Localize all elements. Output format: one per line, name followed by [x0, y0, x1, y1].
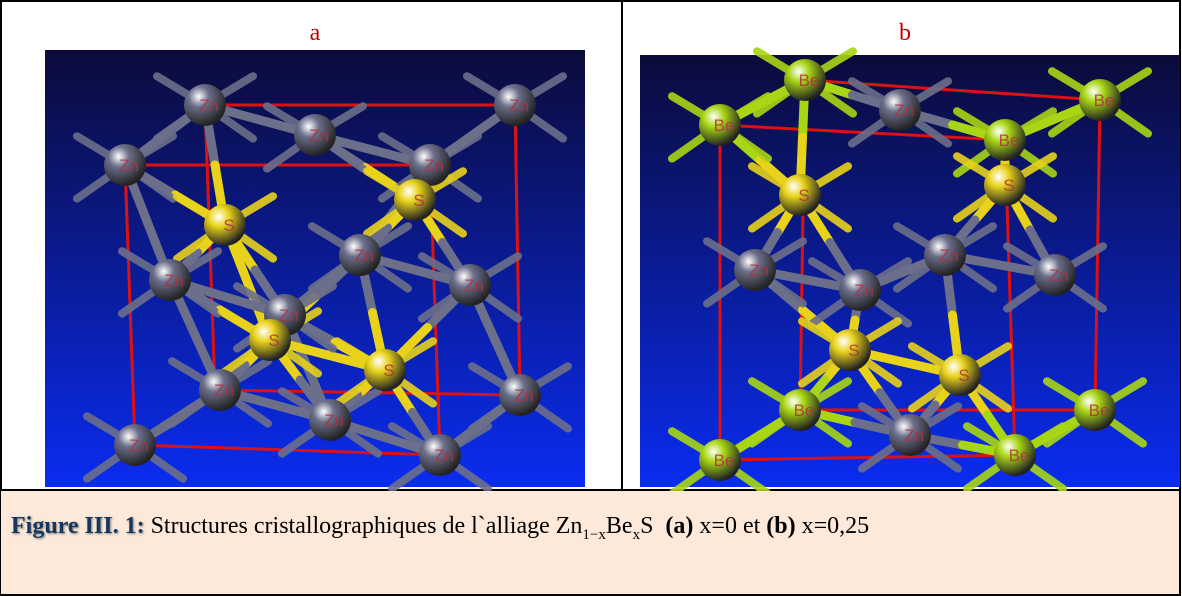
atom-label: Be — [1094, 91, 1115, 110]
atom-label: Zn — [1049, 266, 1069, 285]
caption-text: S — [640, 513, 665, 539]
atom-label: Zn — [129, 436, 149, 455]
atom-label: S — [383, 361, 394, 380]
atom-label: Zn — [854, 281, 874, 300]
subscript: x — [633, 527, 641, 543]
caption-ref: (b) — [766, 513, 795, 539]
atom-label: Zn — [354, 246, 374, 265]
atom-label: Zn — [749, 261, 769, 280]
caption-text: x=0,25 — [796, 513, 870, 539]
caption-text: Structures cristallographiques de l`alli… — [145, 513, 583, 539]
atom-label: S — [848, 341, 859, 360]
atom-label: S — [798, 186, 809, 205]
atom-label: Be — [714, 116, 735, 135]
atom-label: Zn — [434, 446, 454, 465]
atom-label: Be — [1089, 401, 1110, 420]
atom-label: S — [268, 331, 279, 350]
atom-label: Zn — [509, 96, 529, 115]
atom-label: Zn — [279, 306, 299, 325]
panel-label: a — [310, 20, 321, 46]
figure-number: Figure III. 1: — [11, 513, 145, 539]
atom-label: Be — [794, 401, 815, 420]
atom-label: Be — [999, 131, 1020, 150]
caption-text: x=0 et — [693, 513, 766, 539]
atom-label: Zn — [424, 156, 444, 175]
atom-label: Zn — [309, 126, 329, 145]
atom-label: S — [413, 191, 424, 210]
atom-label: S — [958, 366, 969, 385]
atom-label: Zn — [464, 276, 484, 295]
caption-line: Figure III. 1: Structures cristallograph… — [11, 513, 869, 544]
atom-label: Zn — [119, 156, 139, 175]
atom-label: Be — [1009, 446, 1030, 465]
atom-label: Zn — [214, 381, 234, 400]
subscript: 1−x — [582, 527, 605, 543]
atom-label: Zn — [904, 426, 924, 445]
atom-label: Be — [714, 451, 735, 470]
panel-label: b — [899, 20, 911, 46]
atom-label: Zn — [324, 411, 344, 430]
atom-label: Zn — [199, 96, 219, 115]
atom-label: S — [1003, 176, 1014, 195]
caption-ref: (a) — [665, 513, 693, 539]
page: a b ZnZnZnZnZnSSZnZnZnZnSSZnZnZnZnZnBeZn… — [0, 0, 1182, 596]
atom-label: Be — [799, 71, 820, 90]
atom-label: S — [223, 216, 234, 235]
caption: Figure III. 1: Structures cristallograph… — [1, 491, 1179, 594]
atom-label: Zn — [514, 386, 534, 405]
caption-text: Be — [606, 513, 633, 539]
atom-label: Zn — [164, 271, 184, 290]
atom-label: Zn — [894, 101, 914, 120]
atom-label: Zn — [939, 246, 959, 265]
